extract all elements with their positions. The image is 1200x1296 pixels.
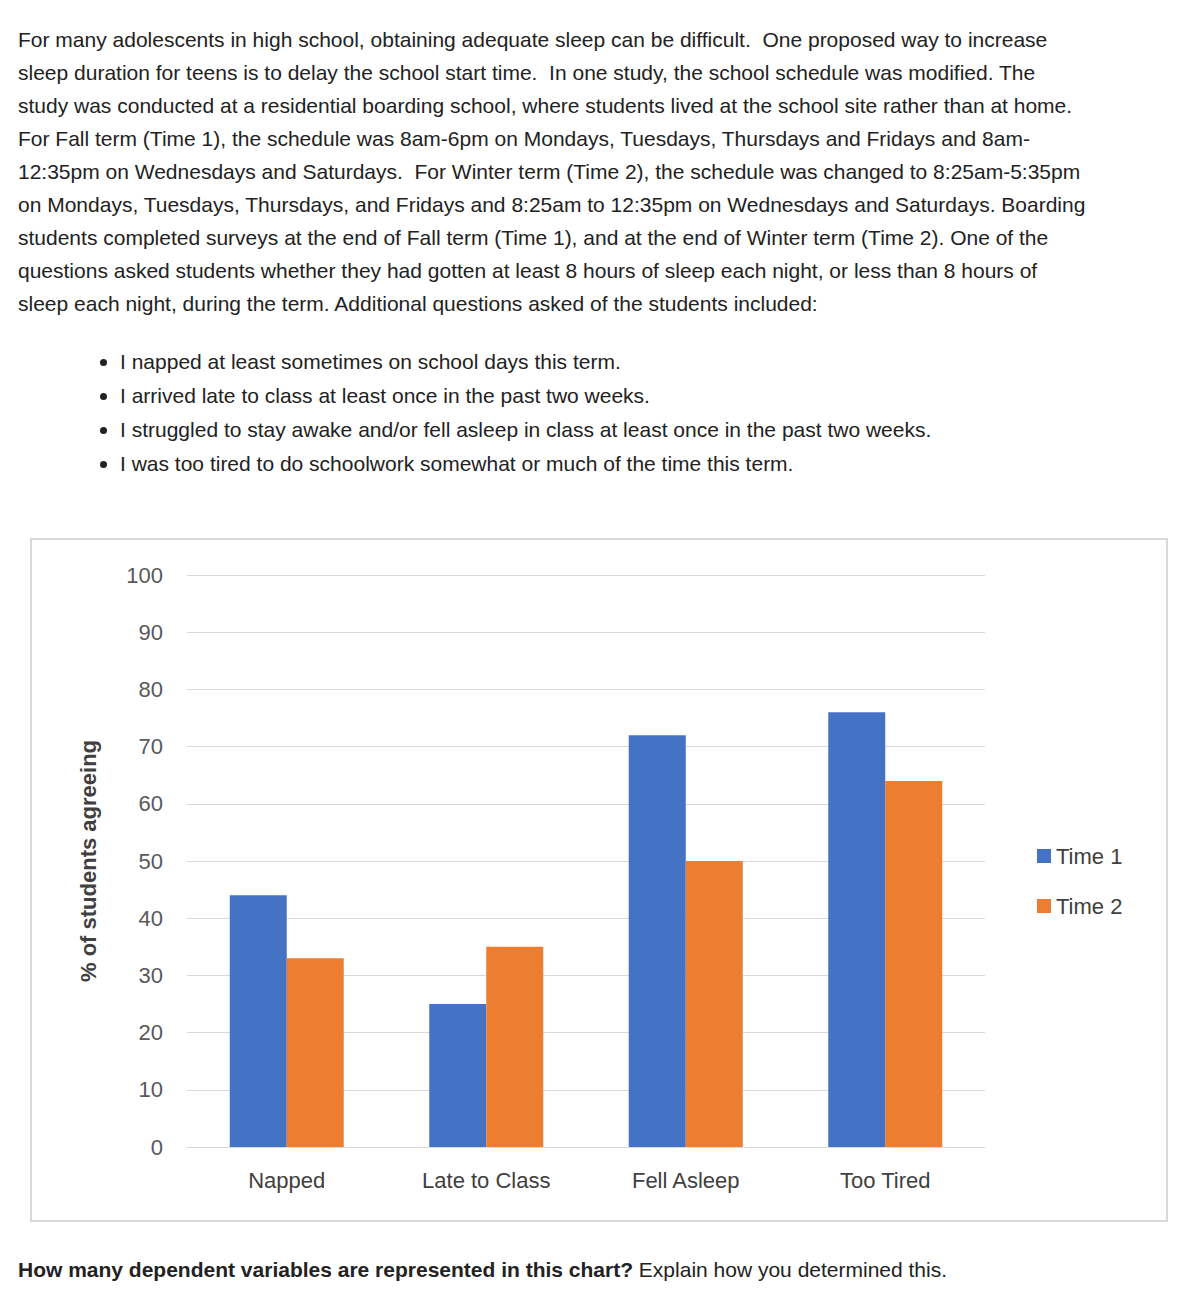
svg-text:Late to Class: Late to Class (422, 1168, 550, 1193)
svg-text:40: 40 (139, 906, 163, 931)
html-text:I struggled to stay awake and/: I struggled to stay awake and/or fell as… (120, 418, 932, 441)
html-text:For Fall term (Time 1), the sc: For Fall term (Time 1), the schedule was… (18, 127, 1030, 150)
svg-text:0: 0 (151, 1135, 163, 1160)
html-text:study was conducted at a resid: study was conducted at a residential boa… (18, 94, 1073, 117)
svg-text:30: 30 (139, 963, 163, 988)
html-text:questions asked students wheth: questions asked students whether they ha… (18, 259, 1038, 282)
svg-text:80: 80 (139, 677, 163, 702)
svg-text:% of students agreeing: % of students agreeing (76, 740, 101, 982)
svg-text:60: 60 (139, 791, 163, 816)
svg-text:90: 90 (139, 620, 163, 645)
html-text:I was too tired to do schoolwo: I was too tired to do schoolwork somewha… (120, 452, 794, 475)
svg-text:100: 100 (126, 563, 163, 588)
svg-text:70: 70 (139, 734, 163, 759)
svg-text:Fell Asleep: Fell Asleep (632, 1168, 740, 1193)
svg-text:10: 10 (139, 1077, 163, 1102)
html-text:I arrived late to class at lea: I arrived late to class at least once in… (120, 384, 650, 407)
html-text:students completed surveys at: students completed surveys at the end of… (18, 226, 1049, 249)
html-text:sleep each night, during the t: sleep each night, during the term. Addit… (18, 292, 818, 315)
html-text:For many adolescents in high s: For many adolescents in high school, obt… (18, 28, 1048, 51)
svg-text:Napped: Napped (248, 1168, 325, 1193)
svg-text:Time 1: Time 1 (1056, 844, 1122, 869)
svg-text:Time 2: Time 2 (1056, 894, 1122, 919)
html-text:I napped at least sometimes on: I napped at least sometimes on school da… (120, 350, 621, 373)
svg-text:50: 50 (139, 849, 163, 874)
html-text:12:35pm on Wednesdays and Satu: 12:35pm on Wednesdays and Saturdays. For… (18, 160, 1081, 183)
svg-text:20: 20 (139, 1020, 163, 1045)
svg-text:Too Tired: Too Tired (840, 1168, 931, 1193)
html-text:on Mondays, Tuesdays, Thursday: on Mondays, Tuesdays, Thursdays, and Fri… (18, 193, 1086, 216)
html-text:How many dependent variables a: How many dependent variables are represe… (18, 1258, 947, 1281)
html-text:sleep duration for teens is to: sleep duration for teens is to delay the… (18, 61, 1036, 84)
